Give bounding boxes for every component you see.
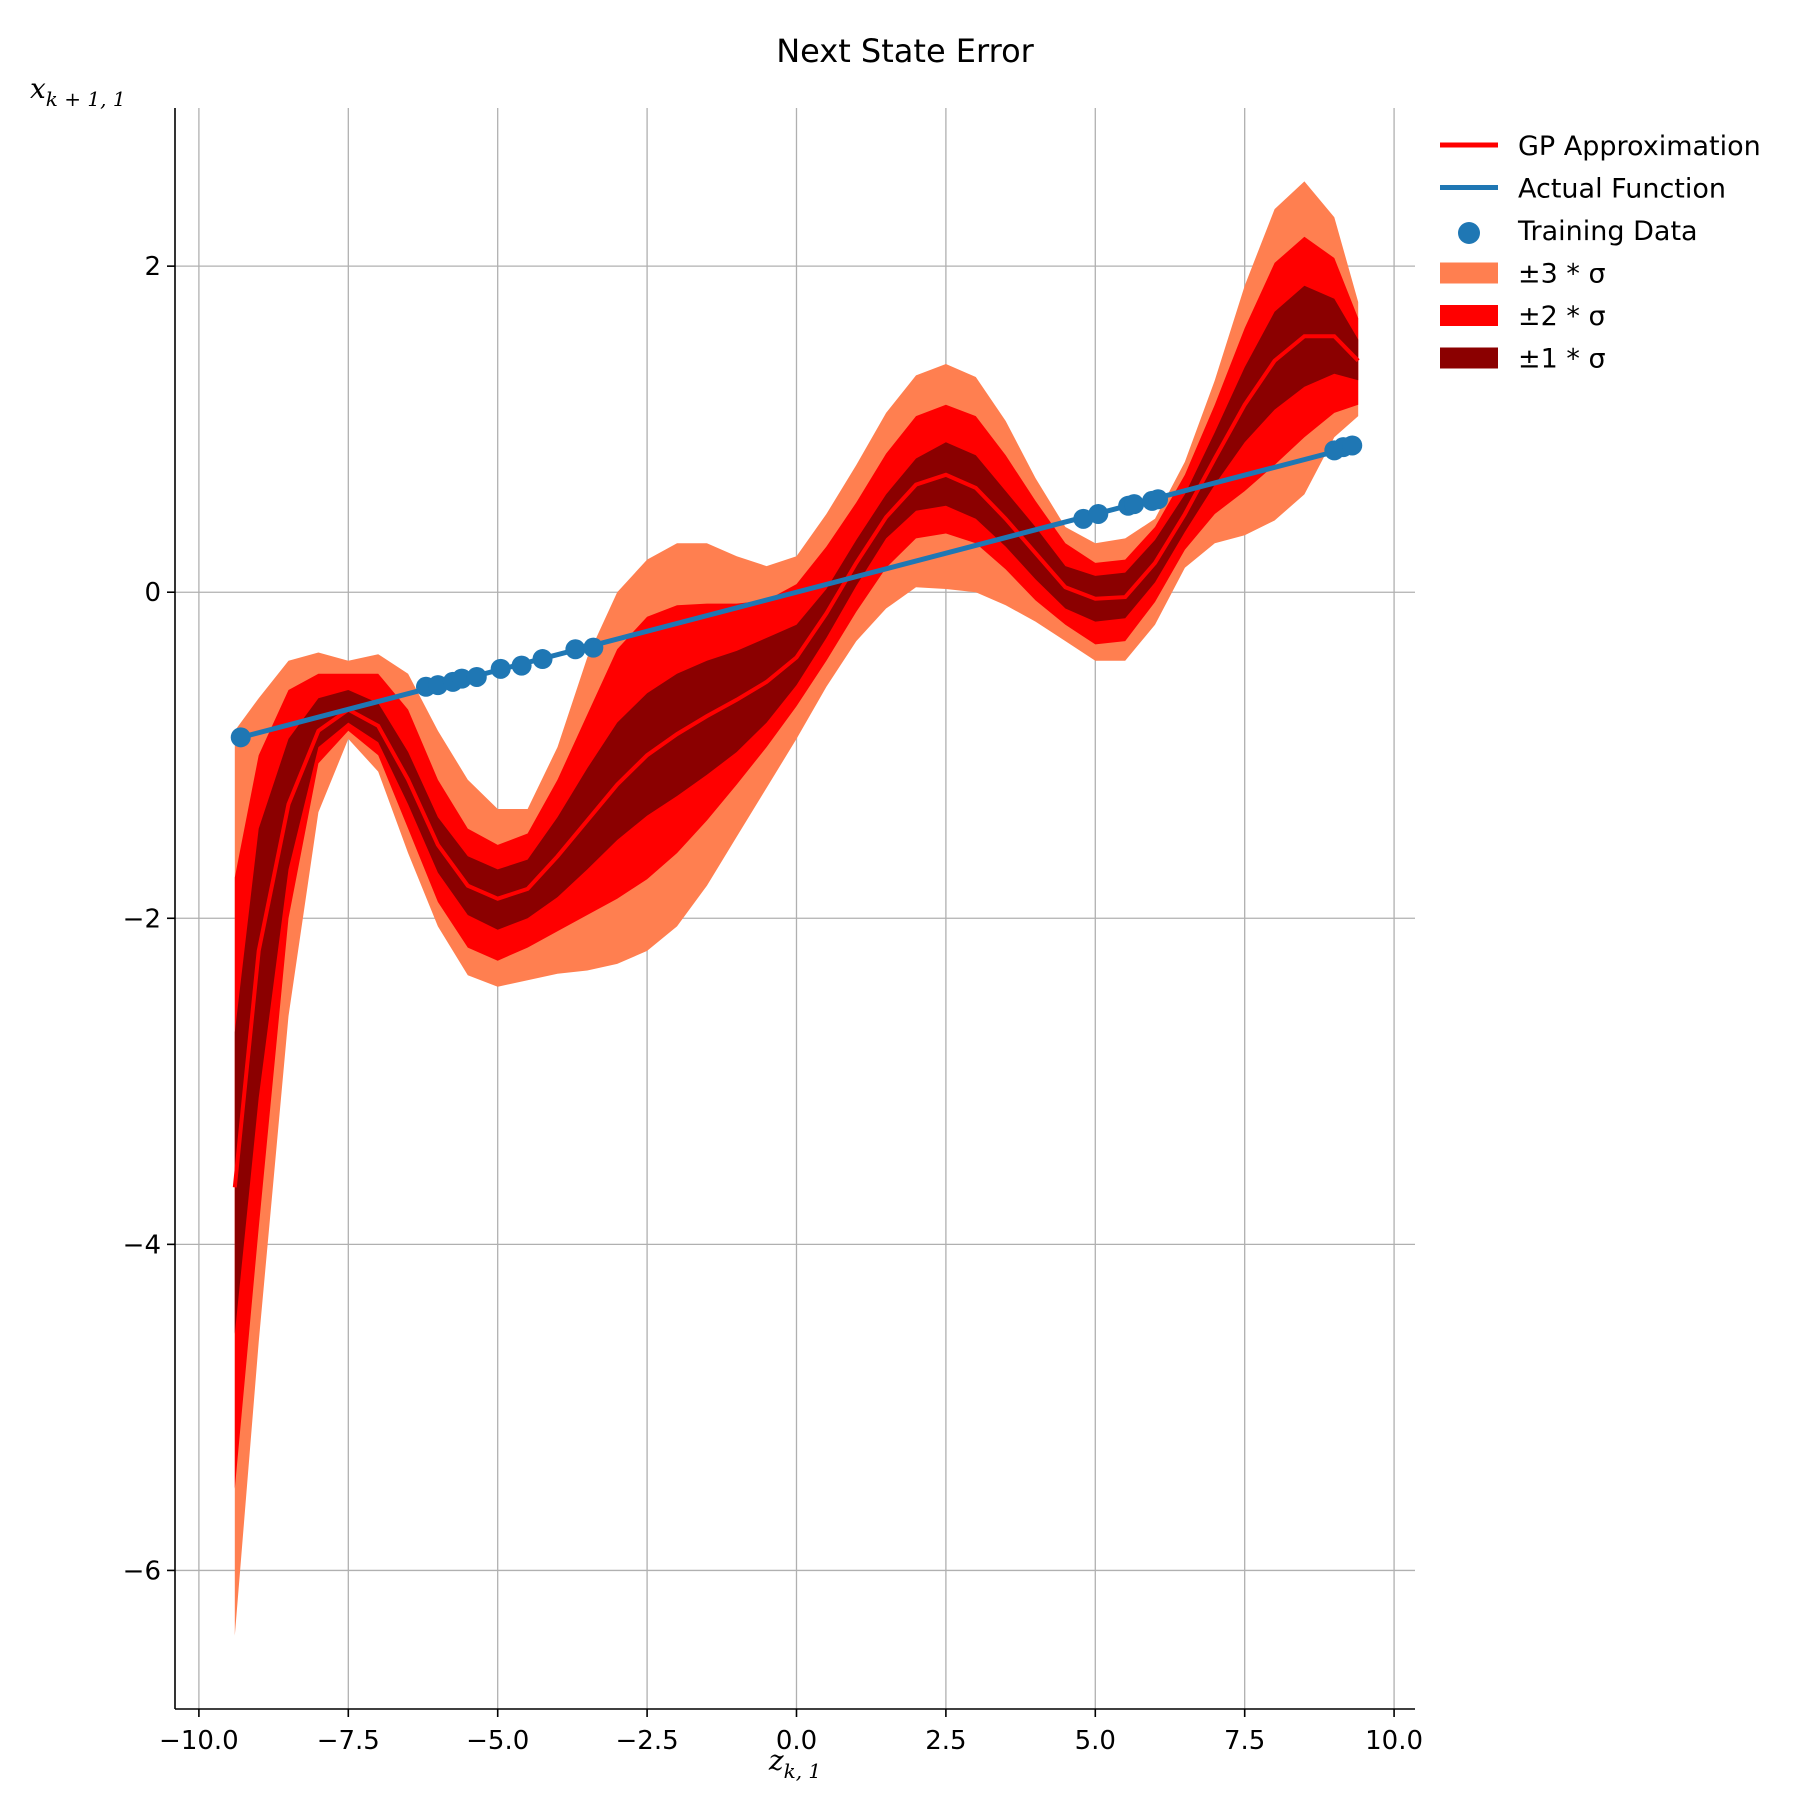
x-tick-label: −2.5 bbox=[616, 1726, 679, 1756]
x-axis-label-subscript: k, 1 bbox=[784, 1759, 822, 1783]
training-data-point bbox=[1342, 435, 1363, 456]
x-tick-label: −5.0 bbox=[466, 1726, 529, 1756]
x-tick-label: −7.5 bbox=[317, 1726, 380, 1756]
band-1-sigma-area bbox=[234, 285, 1359, 1335]
x-axis-label-main: z bbox=[768, 1744, 784, 1777]
training-data-points bbox=[230, 435, 1363, 748]
training-data-point bbox=[1148, 489, 1169, 510]
legend-label: GP Approximation bbox=[1518, 131, 1761, 162]
y-tick-label: −2 bbox=[123, 904, 161, 934]
legend-patch-swatch bbox=[1440, 347, 1498, 369]
x-tick-label: 0.0 bbox=[776, 1726, 817, 1756]
legend: GP Approximation Actual Function Training … bbox=[1440, 131, 1761, 375]
legend-label: Training Data bbox=[1517, 216, 1698, 247]
band-3-sigma-area bbox=[234, 181, 1359, 1636]
gp-approximation-line bbox=[232, 334, 1360, 1188]
x-axis-label: zk, 1 bbox=[768, 1744, 821, 1783]
training-data-point bbox=[451, 668, 472, 689]
y-axis-ticks: −6 −4 −2 0 2 bbox=[123, 252, 175, 1586]
gp-mean-path bbox=[232, 334, 1360, 1188]
band-3-sigma bbox=[234, 181, 1359, 1636]
training-data-point bbox=[1124, 494, 1145, 515]
legend-patch-swatch bbox=[1440, 305, 1498, 326]
training-data-point bbox=[1088, 503, 1109, 524]
axes bbox=[174, 108, 1415, 1710]
training-data-point bbox=[511, 655, 532, 676]
training-data-point bbox=[532, 649, 553, 670]
y-tick-label: −6 bbox=[123, 1556, 161, 1586]
x-tick-label: 10.0 bbox=[1365, 1726, 1423, 1756]
training-data-point bbox=[565, 639, 586, 660]
chart-title: Next State Error bbox=[776, 32, 1034, 70]
y-axis-label-main: x bbox=[30, 72, 46, 105]
legend-label: ±1 * σ bbox=[1518, 344, 1606, 375]
training-data-point bbox=[466, 666, 487, 687]
y-axis-label-subscript: k + 1, 1 bbox=[46, 87, 126, 111]
training-data-point bbox=[490, 658, 511, 679]
y-tick-label: −4 bbox=[123, 1230, 161, 1260]
training-data-point bbox=[583, 637, 604, 658]
legend-label: ±3 * σ bbox=[1518, 259, 1606, 290]
y-tick-label: 0 bbox=[144, 578, 161, 608]
x-tick-label: 2.5 bbox=[925, 1726, 966, 1756]
y-tick-label: 2 bbox=[144, 252, 161, 282]
y-axis-label: xk + 1, 1 bbox=[30, 72, 126, 111]
band-1-sigma bbox=[234, 285, 1359, 1335]
training-data-point bbox=[427, 675, 448, 696]
legend-label: ±2 * σ bbox=[1518, 301, 1606, 332]
legend-marker-swatch bbox=[1458, 222, 1480, 244]
legend-patch-swatch bbox=[1440, 262, 1498, 284]
x-axis-ticks: −10.0 −7.5 −5.0 −2.5 0.0 2.5 5.0 7.5 10.0 bbox=[159, 1709, 1423, 1756]
x-tick-label: 7.5 bbox=[1224, 1726, 1265, 1756]
training-data-point bbox=[230, 727, 251, 748]
x-tick-label: 5.0 bbox=[1075, 1726, 1116, 1756]
x-tick-label: −10.0 bbox=[159, 1726, 239, 1756]
legend-label: Actual Function bbox=[1518, 174, 1726, 205]
